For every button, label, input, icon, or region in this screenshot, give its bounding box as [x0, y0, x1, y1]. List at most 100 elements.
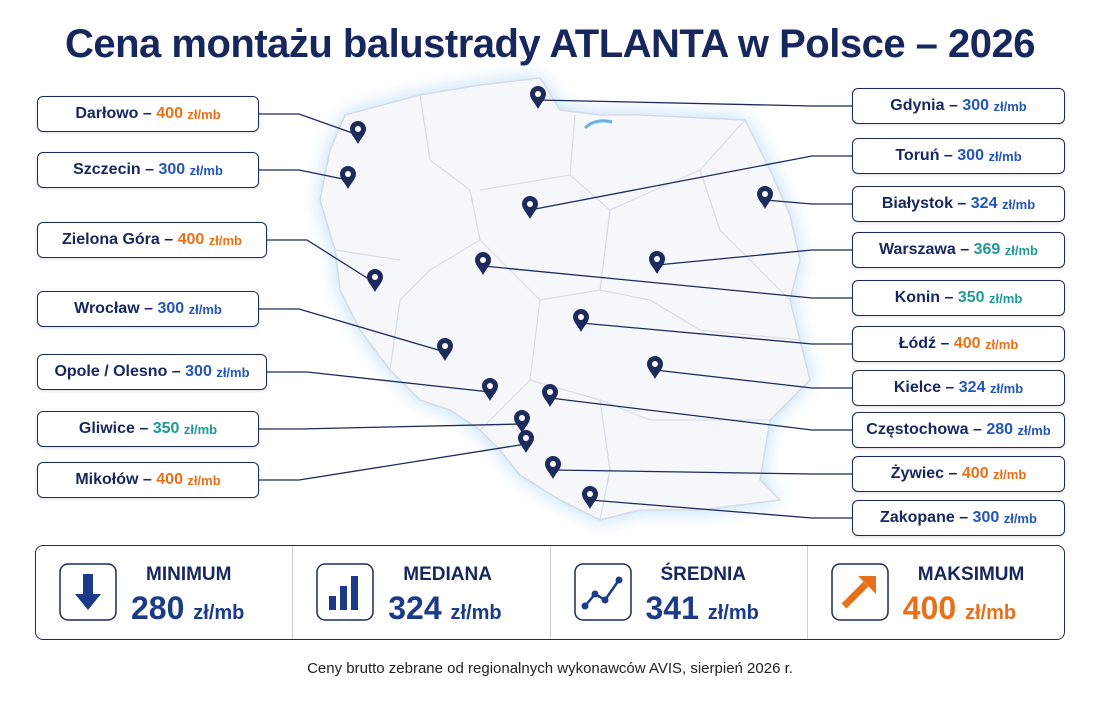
- price: 300: [185, 363, 212, 380]
- city-name: Szczecin: [73, 161, 141, 178]
- icon-up: [831, 563, 889, 621]
- stats-panel: MINIMUM 280 zł/mb MEDIANA 324 zł/mb ŚREDNI…: [35, 545, 1065, 640]
- city-label: Gdynia – 300 zł/mb: [852, 88, 1065, 124]
- price-unit: zł/mb: [208, 232, 242, 248]
- leader-line: [552, 469, 852, 475]
- stat-unit: zł/mb: [193, 602, 245, 624]
- city-name: Toruń: [895, 147, 940, 164]
- pin: [757, 186, 773, 209]
- pin-dot: [652, 361, 658, 367]
- city-label: Toruń – 300 zł/mb: [852, 138, 1065, 174]
- city-name: Darłowo: [75, 105, 139, 122]
- price: 369: [973, 241, 1001, 258]
- country: [319, 77, 811, 521]
- city-name: Gliwice: [78, 420, 135, 437]
- stat-value-row: 280 zł/mb: [131, 590, 244, 627]
- pin: [522, 196, 538, 219]
- pin-dot: [480, 257, 486, 263]
- leader-line: [259, 443, 527, 481]
- pin: [518, 430, 534, 453]
- leader-line: [656, 249, 852, 266]
- city-label: Mikołów – 400 zł/mb: [37, 462, 259, 498]
- price: 400: [961, 465, 989, 482]
- price-unit: zł/mb: [187, 472, 221, 488]
- stat-unit: zł/mb: [965, 602, 1017, 624]
- leader-line: [580, 322, 852, 345]
- leader-line: [259, 113, 359, 136]
- separator: –: [972, 421, 982, 438]
- price: 400: [177, 231, 205, 248]
- price-unit: zł/mb: [189, 162, 223, 178]
- pin: [649, 251, 665, 274]
- pin-dot: [550, 461, 556, 467]
- pin-dot: [487, 383, 493, 389]
- city-name: Wrocław: [74, 300, 140, 317]
- price-unit: zł/mb: [1001, 196, 1036, 212]
- price-unit: zł/mb: [1003, 510, 1037, 526]
- price: 350: [957, 289, 985, 306]
- pin-dot: [442, 343, 448, 349]
- price: 350: [152, 420, 180, 437]
- separator: –: [948, 97, 958, 114]
- separator: –: [945, 379, 955, 396]
- leader-line: [267, 239, 376, 284]
- pin-dot: [527, 201, 533, 207]
- price: 300: [957, 147, 984, 164]
- price: 324: [958, 379, 986, 396]
- price-unit: zł/mb: [989, 290, 1023, 306]
- pin: [475, 252, 491, 275]
- stat-cell: MEDIANA 324 zł/mb: [293, 546, 551, 639]
- pin: [514, 410, 530, 433]
- city-label: Zielona Góra – 400 zł/mb: [37, 222, 267, 258]
- stat-label: MAKSIMUM: [917, 564, 1025, 585]
- stat-value: 341: [645, 590, 699, 626]
- pin: [482, 378, 498, 401]
- city-label: Warszawa – 369 zł/mb: [852, 232, 1065, 268]
- separator: –: [940, 335, 950, 352]
- leader-line: [259, 308, 446, 353]
- price: 324: [970, 195, 998, 212]
- price-unit: zł/mb: [183, 421, 218, 437]
- separator: –: [944, 289, 954, 306]
- stat-label: MINIMUM: [146, 564, 232, 585]
- stat-cell: ŚREDNIA 341 zł/mb: [551, 546, 808, 639]
- price-unit: zł/mb: [216, 364, 250, 380]
- city-name: Łódź: [898, 335, 937, 352]
- price-unit: zł/mb: [989, 380, 1024, 396]
- price-unit: zł/mb: [988, 148, 1022, 164]
- city-label: Szczecin – 300 zł/mb: [37, 152, 259, 188]
- stat-cell: MINIMUM 280 zł/mb: [36, 546, 294, 639]
- city-label: Opole / Olesno – 300 zł/mb: [37, 354, 267, 390]
- pin-dot: [654, 256, 660, 262]
- separator: –: [145, 161, 155, 178]
- icon-trend: [573, 563, 632, 621]
- stat-value-row: 324 zł/mb: [388, 590, 501, 627]
- pin: [647, 356, 663, 379]
- leader-line: [482, 265, 852, 299]
- city-name: Gdynia: [890, 97, 945, 114]
- separator: –: [171, 363, 181, 380]
- pin-dot: [523, 435, 529, 441]
- stat-value-row: 341 zł/mb: [646, 590, 759, 627]
- pin: [367, 269, 383, 292]
- separator: –: [948, 465, 958, 482]
- separator: –: [957, 195, 967, 212]
- price: 300: [157, 300, 185, 317]
- city-name: Kielce: [893, 379, 941, 396]
- city-label: Częstochowa – 280 zł/mb: [852, 412, 1065, 448]
- city-label: Wrocław – 300 zł/mb: [37, 291, 259, 327]
- pin: [582, 486, 598, 509]
- city-label: Żywiec – 400 zł/mb: [852, 456, 1065, 492]
- stat-value: 280: [131, 590, 185, 626]
- price-unit: zł/mb: [188, 301, 222, 317]
- region-borders: [334, 94, 801, 521]
- pin-dot: [372, 274, 378, 280]
- price: 300: [158, 161, 186, 178]
- stat-cell: MAKSIMUM 400 zł/mb: [808, 546, 1064, 639]
- city-label: Łódź – 400 zł/mb: [852, 326, 1065, 362]
- title: Cena montażu balustrady ATLANTA w Polsce…: [64, 22, 1036, 66]
- separator: –: [142, 471, 152, 488]
- pin-dot: [519, 415, 525, 421]
- city-label: Zakopane – 300 zł/mb: [852, 500, 1065, 536]
